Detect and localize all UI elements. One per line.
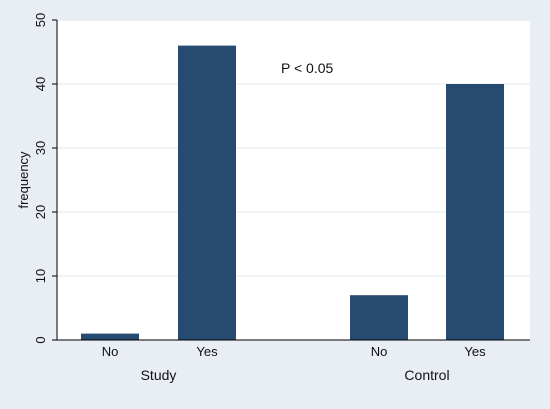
y-tick-label: 30 xyxy=(33,141,48,155)
x-tick-label: Yes xyxy=(464,344,486,359)
x-tick-label: No xyxy=(371,344,388,359)
p-value-annotation: P < 0.05 xyxy=(281,60,334,76)
group-label: Study xyxy=(141,367,177,383)
axes xyxy=(52,19,530,341)
bar-control-yes xyxy=(446,84,504,340)
y-tick-label: 20 xyxy=(33,205,48,219)
x-tick-label: No xyxy=(102,344,119,359)
bars xyxy=(81,45,504,340)
bar-control-no xyxy=(350,295,408,340)
y-tick-label: 50 xyxy=(33,13,48,27)
bar-study-yes xyxy=(178,45,236,340)
y-tick-label: 0 xyxy=(33,336,48,343)
y-axis-label: frequency xyxy=(16,151,31,209)
group-label: Control xyxy=(404,367,449,383)
labels: 0 10 20 30 40 50 No Yes Study No Yes Control xyxy=(33,13,486,383)
y-tick-label: 10 xyxy=(33,269,48,283)
y-tick-label: 40 xyxy=(33,77,48,91)
bar-study-no xyxy=(81,333,139,340)
x-tick-label: Yes xyxy=(196,344,218,359)
